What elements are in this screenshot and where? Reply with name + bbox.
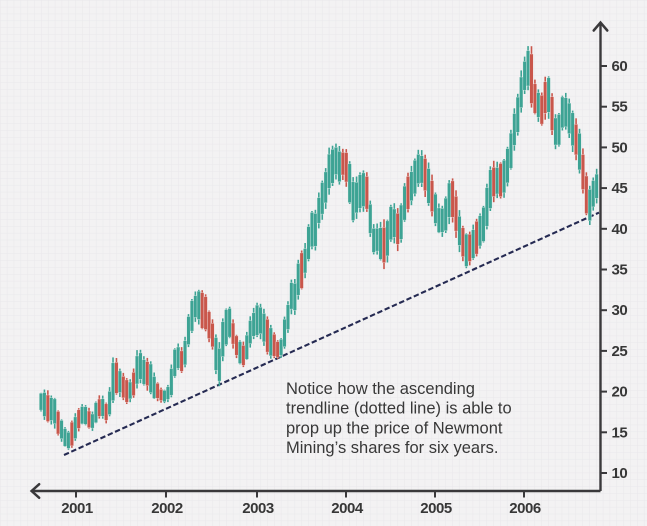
svg-text:2002: 2002 [151,500,183,517]
svg-text:50: 50 [612,139,628,156]
svg-text:2003: 2003 [242,500,274,517]
svg-text:Notice how the ascending: Notice how the ascending [286,380,475,398]
svg-text:2005: 2005 [420,500,452,517]
svg-text:trendline (dotted line) is abl: trendline (dotted line) is able to [286,400,512,418]
svg-text:45: 45 [612,180,628,197]
svg-text:prop up the price of Newmont: prop up the price of Newmont [286,419,503,437]
svg-text:60: 60 [612,58,628,75]
svg-text:2001: 2001 [61,500,93,517]
svg-text:15: 15 [612,424,628,441]
svg-text:2006: 2006 [509,500,541,517]
svg-text:10: 10 [612,465,628,482]
svg-text:35: 35 [612,262,628,279]
svg-text:55: 55 [612,99,628,116]
svg-text:Mining’s shares for six years.: Mining’s shares for six years. [286,439,498,457]
svg-text:40: 40 [612,221,628,238]
svg-text:30: 30 [612,302,628,319]
svg-text:20: 20 [612,384,628,401]
svg-text:25: 25 [612,343,628,360]
svg-text:2004: 2004 [331,500,364,517]
